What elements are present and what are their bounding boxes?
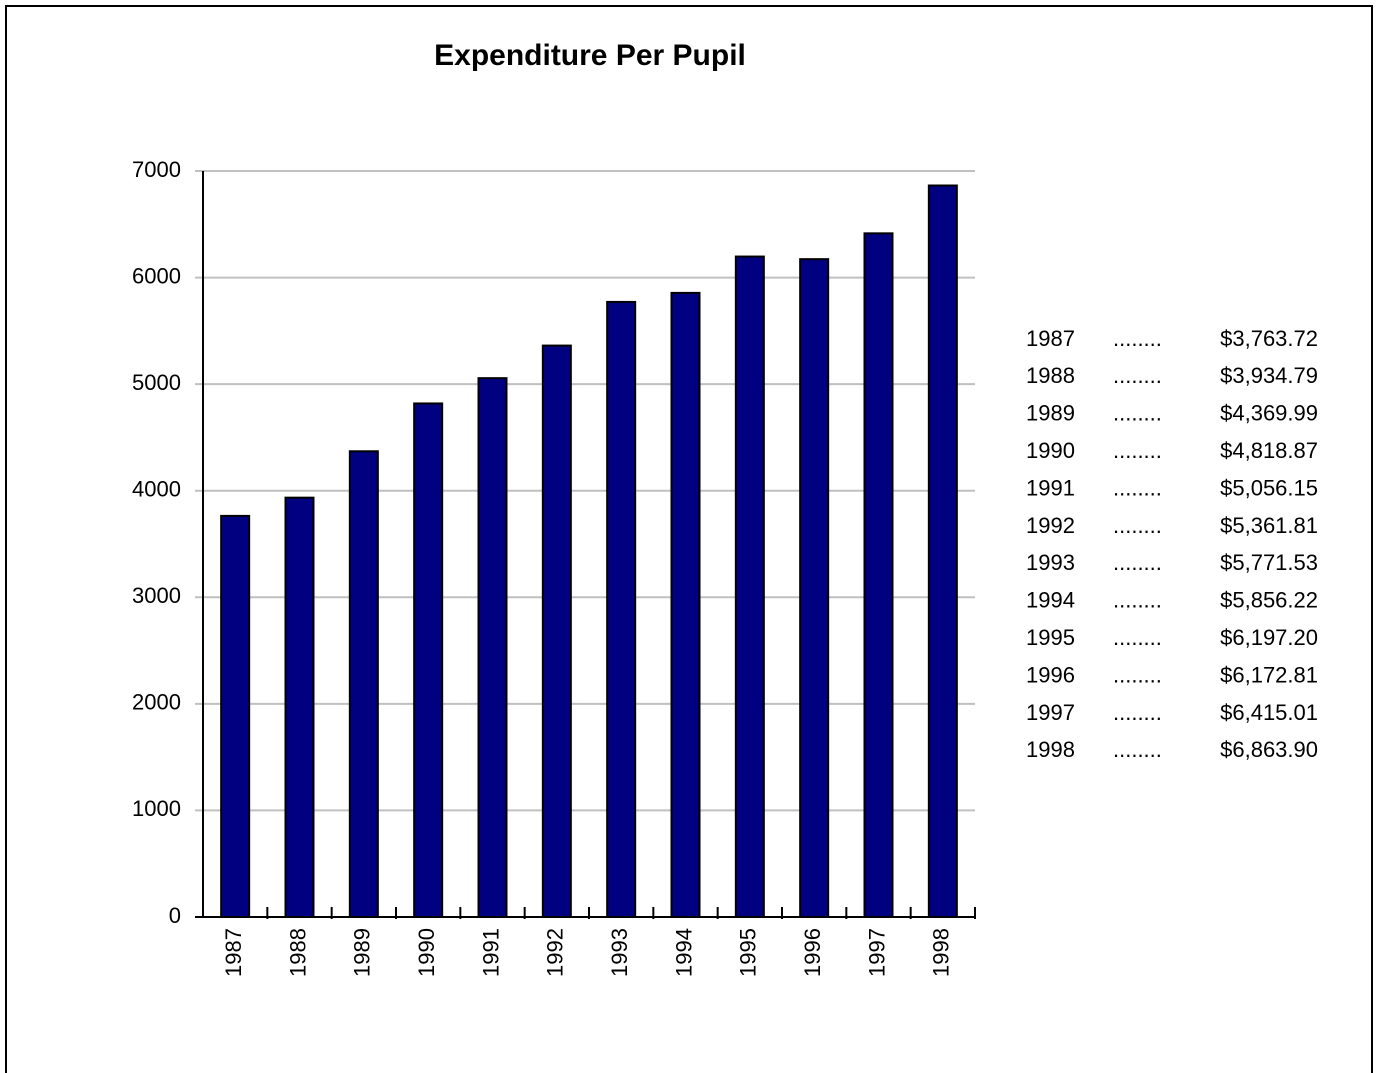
x-tick-label: 1987: [221, 928, 246, 977]
table-value: $3,763.72: [1220, 326, 1318, 351]
table-year: 1988: [1026, 363, 1075, 388]
table-value: $6,863.90: [1220, 737, 1318, 762]
table-leader: ........: [1113, 326, 1162, 351]
chart-title: Expenditure Per Pupil: [434, 39, 746, 72]
table-value: $5,856.22: [1220, 588, 1318, 613]
table-leader: ........: [1113, 737, 1162, 762]
bar: [413, 402, 444, 918]
y-tick-label: 2000: [132, 690, 181, 715]
table-year: 1987: [1026, 326, 1075, 351]
table-value: $3,934.79: [1220, 363, 1318, 388]
x-tick-label: 1988: [285, 928, 310, 977]
table-year: 1995: [1026, 625, 1075, 650]
y-tick-label: 4000: [132, 477, 181, 502]
bar: [927, 184, 958, 918]
table-leader: ........: [1113, 401, 1162, 426]
bar: [284, 496, 315, 918]
table-leader: ........: [1113, 588, 1162, 613]
y-tick-label: 5000: [132, 370, 181, 395]
table-value: $6,172.81: [1220, 662, 1318, 687]
bar: [477, 377, 508, 918]
bar: [670, 291, 701, 918]
table-year: 1993: [1026, 550, 1075, 575]
bar: [606, 300, 637, 918]
table-value: $6,415.01: [1220, 700, 1318, 725]
y-tick-label: 7000: [132, 157, 181, 182]
table-year: 1998: [1026, 737, 1075, 762]
x-tick-label: 1994: [671, 928, 696, 977]
table-value: $6,197.20: [1220, 625, 1318, 650]
x-tick-label: 1997: [864, 928, 889, 977]
table-leader: ........: [1113, 475, 1162, 500]
x-tick-label: 1990: [414, 928, 439, 977]
y-tick-label: 6000: [132, 263, 181, 288]
y-tick-label: 1000: [132, 796, 181, 821]
table-year: 1989: [1026, 401, 1075, 426]
bar: [348, 450, 379, 918]
y-tick-label: 3000: [132, 583, 181, 608]
table-year: 1990: [1026, 438, 1075, 463]
x-tick-label: 1995: [736, 928, 761, 977]
bar: [541, 344, 572, 919]
bar: [220, 514, 251, 918]
x-tick-label: 1996: [800, 928, 825, 977]
table-leader: ........: [1113, 513, 1162, 538]
table-year: 1996: [1026, 662, 1075, 687]
bar: [799, 258, 830, 918]
bar: [863, 232, 894, 919]
x-tick-label: 1993: [607, 928, 632, 977]
y-tick-label: 0: [169, 903, 181, 928]
table-value: $5,056.15: [1220, 475, 1318, 500]
table-leader: ........: [1113, 625, 1162, 650]
table-value: $5,771.53: [1220, 550, 1318, 575]
x-tick-label: 1998: [929, 928, 954, 977]
table-leader: ........: [1113, 363, 1162, 388]
table-leader: ........: [1113, 550, 1162, 575]
bar: [734, 255, 765, 918]
table-leader: ........: [1113, 700, 1162, 725]
table-year: 1991: [1026, 475, 1075, 500]
table-year: 1992: [1026, 513, 1075, 538]
table-year: 1994: [1026, 588, 1075, 613]
table-leader: ........: [1113, 438, 1162, 463]
x-tick-label: 1992: [543, 928, 568, 977]
x-tick-label: 1991: [478, 928, 503, 977]
table-value: $4,369.99: [1220, 401, 1318, 426]
table-leader: ........: [1113, 662, 1162, 687]
table-value: $4,818.87: [1220, 438, 1318, 463]
table-year: 1997: [1026, 700, 1075, 725]
table-value: $5,361.81: [1220, 513, 1318, 538]
x-tick-label: 1989: [350, 928, 375, 977]
